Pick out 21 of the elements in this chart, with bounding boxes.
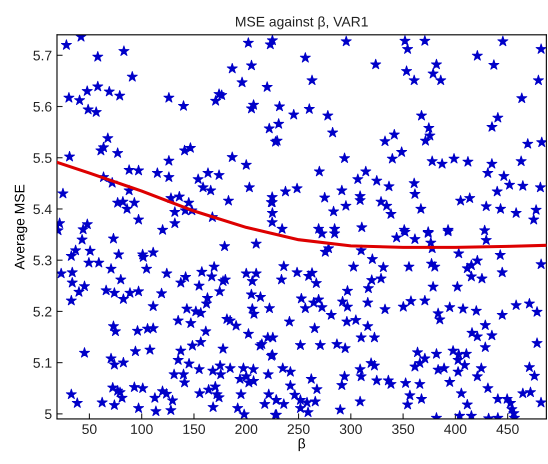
x-tick-label: 350 xyxy=(392,424,414,434)
x-tick-label: 450 xyxy=(496,424,519,434)
y-tick-label: 5.3 xyxy=(33,256,52,266)
x-tick-label: 400 xyxy=(444,424,466,434)
y-tick-label: 5.6 xyxy=(33,102,52,112)
x-tick-label: 250 xyxy=(288,424,310,434)
y-tick-label: 5.1 xyxy=(33,358,52,368)
line-series xyxy=(56,160,546,249)
y-tick-label: 5.2 xyxy=(33,306,52,317)
chart-title: MSE against β, VAR1 xyxy=(236,16,368,30)
x-tick-label: 100 xyxy=(131,424,153,434)
x-tick-label: 50 xyxy=(82,424,97,434)
x-axis-title: β xyxy=(298,438,306,452)
x-tick-label: 300 xyxy=(340,424,362,434)
y-tick-label: 5 xyxy=(44,409,52,420)
x-tick-label: 200 xyxy=(235,424,258,434)
y-tick-label: 5.5 xyxy=(33,153,52,163)
y-tick-label: 5.7 xyxy=(33,50,52,60)
y-tick-label: 5.4 xyxy=(33,204,52,214)
x-tick-label: 150 xyxy=(183,424,206,434)
y-axis-title: Average MSE xyxy=(14,184,28,270)
